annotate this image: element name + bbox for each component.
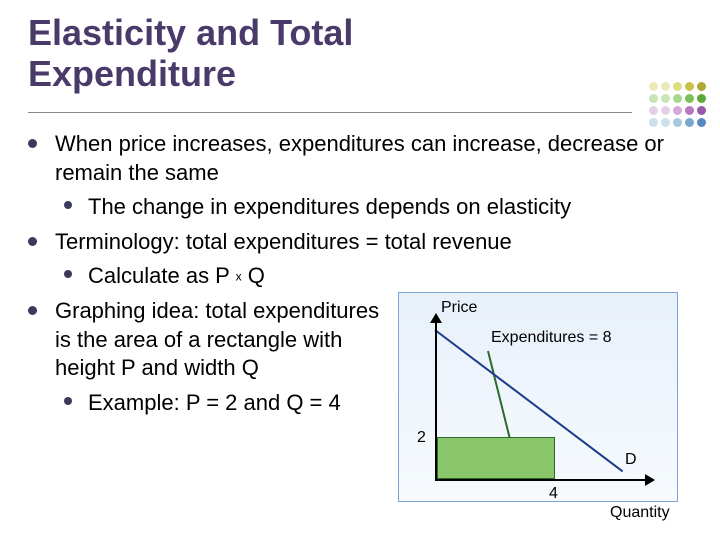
bullet-icon bbox=[64, 201, 72, 209]
decorative-dot bbox=[697, 94, 706, 103]
decorative-dot-grid bbox=[649, 82, 706, 127]
left-column: Calculate as P x Q Graphing idea: total … bbox=[28, 262, 388, 423]
callout-line bbox=[487, 351, 513, 449]
bullet-item-3: Graphing idea: total expenditures is the… bbox=[28, 297, 388, 383]
decorative-dot bbox=[685, 94, 694, 103]
y-axis-label: Price bbox=[441, 299, 477, 317]
decorative-dot bbox=[697, 106, 706, 115]
decorative-dot bbox=[661, 94, 670, 103]
title-underline bbox=[28, 112, 632, 113]
bullet-text: The change in expenditures depends on el… bbox=[88, 193, 571, 222]
title-line-2: Expenditure bbox=[28, 53, 236, 94]
x-axis bbox=[435, 479, 645, 481]
bullet-item-3a: Example: P = 2 and Q = 4 bbox=[64, 389, 388, 418]
expenditure-rectangle bbox=[437, 437, 555, 479]
x-axis-arrow-icon bbox=[645, 474, 655, 486]
decorative-dot bbox=[685, 82, 694, 91]
decorative-dot bbox=[661, 82, 670, 91]
decorative-dot bbox=[685, 118, 694, 127]
bullet-item-2: Terminology: total expenditures = total … bbox=[28, 228, 692, 257]
decorative-dot bbox=[685, 106, 694, 115]
chart-column: Price Expenditures = 8 2 4 D Quantity bbox=[388, 262, 688, 423]
y-axis-arrow-icon bbox=[430, 313, 442, 323]
bullet-icon bbox=[28, 237, 37, 246]
bullet-text: Example: P = 2 and Q = 4 bbox=[88, 389, 341, 418]
bullet-text: Terminology: total expenditures = total … bbox=[55, 228, 512, 257]
bullet-icon bbox=[28, 306, 37, 315]
y-tick-label: 2 bbox=[417, 429, 426, 447]
decorative-dot bbox=[673, 118, 682, 127]
bullet-text: When price increases, expenditures can i… bbox=[55, 130, 692, 187]
decorative-dot bbox=[661, 118, 670, 127]
decorative-dot bbox=[661, 106, 670, 115]
decorative-dot bbox=[649, 82, 658, 91]
calc-post: Q bbox=[242, 263, 265, 288]
decorative-dot bbox=[697, 82, 706, 91]
demand-label: D bbox=[625, 451, 637, 469]
bullet-item-2a: Calculate as P x Q bbox=[64, 262, 388, 291]
slide-title: Elasticity and Total Expenditure bbox=[28, 12, 353, 95]
y-axis bbox=[435, 319, 437, 479]
expenditure-chart: Price Expenditures = 8 2 4 D bbox=[398, 292, 678, 502]
decorative-dot bbox=[649, 94, 658, 103]
x-tick-label: 4 bbox=[549, 485, 558, 503]
bullet-item-1: When price increases, expenditures can i… bbox=[28, 130, 692, 187]
lower-row: Calculate as P x Q Graphing idea: total … bbox=[28, 262, 692, 423]
title-line-1: Elasticity and Total bbox=[28, 12, 353, 53]
bullet-item-1a: The change in expenditures depends on el… bbox=[64, 193, 692, 222]
bullet-icon bbox=[64, 270, 72, 278]
chart-inner: Price Expenditures = 8 2 4 D bbox=[399, 293, 677, 501]
bullet-text: Calculate as P x Q bbox=[88, 262, 265, 291]
bullet-icon bbox=[64, 397, 72, 405]
decorative-dot bbox=[649, 118, 658, 127]
content-area: When price increases, expenditures can i… bbox=[28, 130, 692, 423]
decorative-dot bbox=[697, 118, 706, 127]
calc-pre: Calculate as P bbox=[88, 263, 236, 288]
x-axis-label: Quantity bbox=[610, 504, 670, 522]
bullet-icon bbox=[28, 139, 37, 148]
decorative-dot bbox=[673, 106, 682, 115]
decorative-dot bbox=[649, 106, 658, 115]
bullet-text: Graphing idea: total expenditures is the… bbox=[55, 297, 388, 383]
decorative-dot bbox=[673, 94, 682, 103]
expenditure-annotation: Expenditures = 8 bbox=[491, 329, 612, 347]
decorative-dot bbox=[673, 82, 682, 91]
